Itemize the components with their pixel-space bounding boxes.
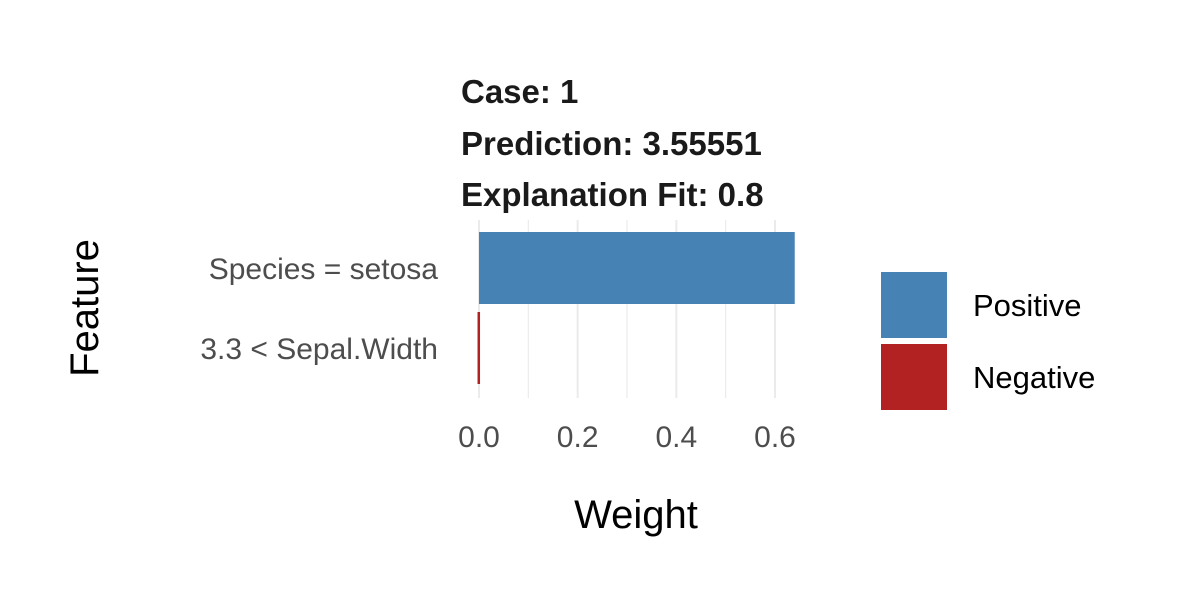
title-prediction: Prediction: 3.55551 — [461, 125, 762, 162]
x-axis-title: Weight — [574, 493, 698, 537]
x-tick-label: 0.2 — [557, 421, 599, 454]
legend-label-negative: Negative — [973, 360, 1095, 395]
y-axis-title: Feature — [63, 239, 107, 377]
legend-swatch-negative — [881, 344, 947, 410]
title-explanation-fit: Explanation Fit: 0.8 — [461, 176, 764, 213]
legend-swatch-positive — [881, 272, 947, 338]
x-tick-label: 0.0 — [458, 421, 500, 454]
category-label: 3.3 < Sepal.Width — [200, 333, 438, 366]
bars — [477, 232, 795, 384]
bar-positive — [479, 232, 795, 304]
chart-title: Case: 1 Prediction: 3.55551 Explanation … — [461, 73, 764, 213]
x-tick-label: 0.4 — [655, 421, 697, 454]
plot-panel — [477, 220, 795, 398]
title-case: Case: 1 — [461, 73, 578, 110]
category-label: Species = setosa — [209, 253, 439, 286]
bar-negative — [477, 312, 481, 384]
y-axis-tick-labels: Species = setosa 3.3 < Sepal.Width — [200, 253, 438, 366]
x-axis-tick-labels: 0.0 0.2 0.4 0.6 — [458, 421, 796, 454]
legend: Positive Negative — [881, 272, 1095, 410]
x-tick-label: 0.6 — [754, 421, 796, 454]
legend-label-positive: Positive — [973, 288, 1082, 323]
